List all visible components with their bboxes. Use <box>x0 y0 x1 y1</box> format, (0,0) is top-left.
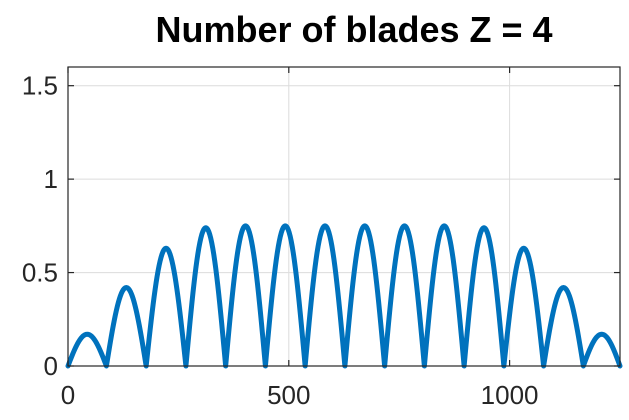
x-tick-label-1: 500 <box>267 380 310 410</box>
x-tick-label-2: 1000 <box>481 380 539 410</box>
chart-title: Number of blades Z = 4 <box>155 9 552 50</box>
axis-box <box>67 66 621 367</box>
x-tick-label-0: 0 <box>61 380 75 410</box>
series-layer <box>65 223 623 369</box>
tick-labels: 0 500 1000 0 0.5 1 1.5 <box>22 71 539 410</box>
y-tick-label-0: 0 <box>44 351 58 381</box>
axes <box>67 66 621 367</box>
series-line-0 <box>65 223 623 369</box>
y-tick-label-3: 1.5 <box>22 71 58 101</box>
y-tick-label-2: 1 <box>44 164 58 194</box>
y-tick-label-1: 0.5 <box>22 258 58 288</box>
